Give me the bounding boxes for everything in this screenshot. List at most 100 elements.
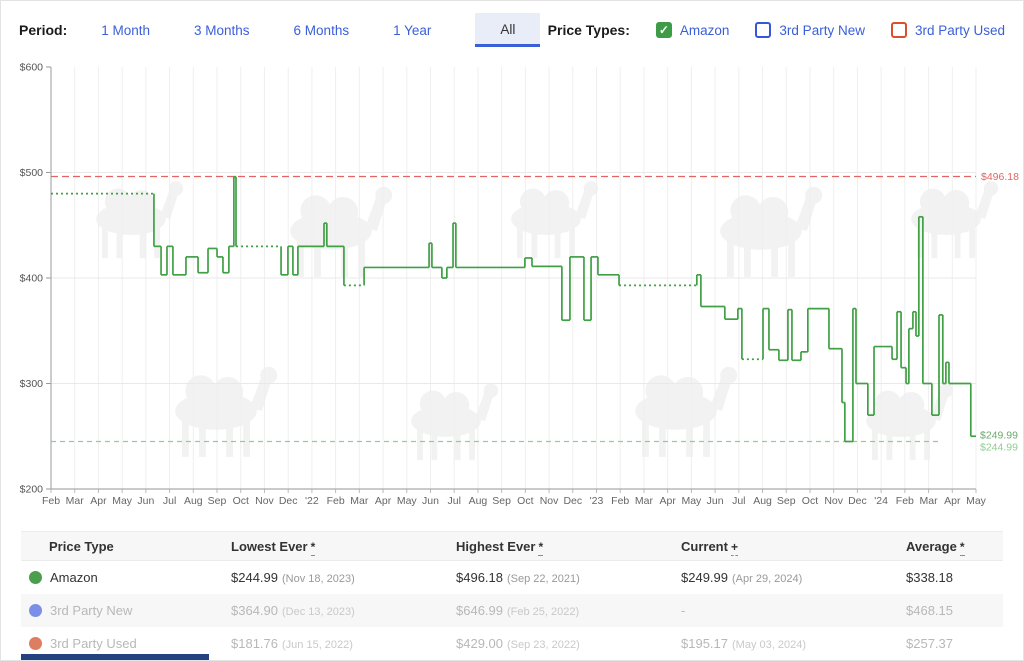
table-row-3rd-party-used: 3rd Party Used $181.76 (Jun 15, 2022) $42… bbox=[21, 627, 1003, 660]
svg-text:$500: $500 bbox=[20, 167, 44, 179]
svg-text:Sep: Sep bbox=[777, 495, 796, 507]
third-party-used-checkbox-icon[interactable] bbox=[890, 22, 907, 38]
header-average: Average * bbox=[906, 538, 965, 556]
svg-text:$600: $600 bbox=[20, 62, 44, 74]
row-label-amazon: Amazon bbox=[50, 570, 98, 585]
highest-note-marker: * bbox=[538, 539, 544, 556]
amazon-lowest-price: $244.99 bbox=[231, 570, 278, 585]
svg-text:Apr: Apr bbox=[90, 495, 107, 507]
table-row-3rd-party-new: 3rd Party New $364.90 (Dec 13, 2023) $646… bbox=[21, 594, 1003, 627]
header-highest-ever: Highest Ever * bbox=[456, 538, 544, 556]
svg-text:Oct: Oct bbox=[517, 495, 533, 507]
lowest-note-marker: * bbox=[310, 539, 316, 556]
price-summary-table: Price Type Lowest Ever * Highest Ever * Cu… bbox=[21, 531, 1003, 660]
period-1-year[interactable]: 1 Year bbox=[393, 22, 432, 38]
price-types-label: Price Types: bbox=[547, 22, 630, 38]
svg-text:Jun: Jun bbox=[707, 495, 724, 507]
bottom-partial-bar bbox=[21, 654, 209, 660]
svg-text:Mar: Mar bbox=[635, 495, 654, 507]
chart-canvas[interactable]: Feb Mar Apr May Jun Jul Aug Sep Oct Nov Dec '22 Feb M… bbox=[1, 59, 1024, 519]
svg-text:May: May bbox=[112, 495, 133, 507]
svg-text:Dec: Dec bbox=[848, 495, 867, 507]
svg-text:Nov: Nov bbox=[255, 495, 274, 507]
header-lowest-ever: Lowest Ever * bbox=[231, 538, 316, 556]
price-type-3rd-party-used[interactable]: 3rd Party Used bbox=[890, 22, 1005, 38]
period-3-months[interactable]: 3 Months bbox=[194, 22, 250, 38]
row-label-3rd-party-used: 3rd Party Used bbox=[50, 636, 137, 651]
svg-text:$200: $200 bbox=[20, 484, 44, 496]
svg-text:Jul: Jul bbox=[163, 495, 176, 507]
svg-text:Apr: Apr bbox=[944, 495, 961, 507]
svg-text:Mar: Mar bbox=[920, 495, 939, 507]
svg-text:Oct: Oct bbox=[802, 495, 818, 507]
third-party-used-checkbox-label: 3rd Party Used bbox=[914, 22, 1005, 38]
new-average-price: $468.15 bbox=[906, 603, 953, 618]
toolbar: Period: 1 Month 3 Months 6 Months 1 Year… bbox=[1, 1, 1023, 59]
svg-text:'24: '24 bbox=[874, 495, 888, 507]
svg-text:May: May bbox=[966, 495, 987, 507]
svg-text:Apr: Apr bbox=[375, 495, 392, 507]
svg-text:Feb: Feb bbox=[896, 495, 914, 507]
svg-text:Sep: Sep bbox=[492, 495, 511, 507]
svg-text:$244.99: $244.99 bbox=[980, 442, 1018, 454]
svg-text:Aug: Aug bbox=[184, 495, 203, 507]
svg-text:Feb: Feb bbox=[327, 495, 345, 507]
third-party-new-series-dot-icon bbox=[29, 604, 42, 617]
amazon-highest-price: $496.18 bbox=[456, 570, 503, 585]
period-1-month[interactable]: 1 Month bbox=[101, 22, 151, 38]
new-highest-price: $646.99 bbox=[456, 603, 503, 618]
svg-text:$300: $300 bbox=[20, 378, 44, 390]
svg-text:$249.99: $249.99 bbox=[980, 429, 1018, 441]
svg-text:$400: $400 bbox=[20, 273, 44, 285]
svg-text:Jul: Jul bbox=[732, 495, 745, 507]
svg-text:Jun: Jun bbox=[422, 495, 439, 507]
svg-text:May: May bbox=[397, 495, 418, 507]
svg-text:Dec: Dec bbox=[279, 495, 298, 507]
svg-text:Apr: Apr bbox=[659, 495, 676, 507]
svg-text:Feb: Feb bbox=[42, 495, 60, 507]
amazon-series-dot-icon bbox=[29, 571, 42, 584]
svg-text:Oct: Oct bbox=[233, 495, 249, 507]
third-party-new-checkbox-icon[interactable] bbox=[755, 22, 772, 38]
amazon-average-price: $338.18 bbox=[906, 570, 953, 585]
svg-text:$496.18: $496.18 bbox=[981, 171, 1019, 183]
current-note-marker: + bbox=[730, 539, 738, 556]
svg-text:Aug: Aug bbox=[469, 495, 488, 507]
table-row-amazon: Amazon $244.99 (Nov 18, 2023) $496.18 (Sep… bbox=[21, 561, 1003, 594]
used-lowest-price: $181.76 bbox=[231, 636, 278, 651]
svg-text:Jun: Jun bbox=[137, 495, 154, 507]
new-current-price: - bbox=[681, 603, 686, 618]
table-header-row: Price Type Lowest Ever * Highest Ever * Cu… bbox=[21, 531, 1003, 561]
price-types-group: Price Types: Amazon 3rd Party New 3rd Pa… bbox=[548, 22, 1005, 38]
svg-text:Jul: Jul bbox=[447, 495, 460, 507]
svg-text:Nov: Nov bbox=[824, 495, 843, 507]
svg-text:Feb: Feb bbox=[611, 495, 629, 507]
svg-text:Dec: Dec bbox=[563, 495, 582, 507]
amazon-checkbox-icon[interactable] bbox=[655, 22, 672, 38]
svg-text:Mar: Mar bbox=[350, 495, 369, 507]
price-history-chart[interactable]: Feb Mar Apr May Jun Jul Aug Sep Oct Nov Dec '22 Feb M… bbox=[1, 59, 1024, 519]
amazon-checkbox-label: Amazon bbox=[679, 22, 730, 38]
amazon-current-price: $249.99 bbox=[681, 570, 728, 585]
svg-text:Nov: Nov bbox=[540, 495, 559, 507]
used-average-price: $257.37 bbox=[906, 636, 953, 651]
period-all-selected[interactable]: All bbox=[475, 13, 541, 47]
row-label-3rd-party-new: 3rd Party New bbox=[50, 603, 133, 618]
svg-text:'23: '23 bbox=[590, 495, 604, 507]
average-note-marker: * bbox=[959, 539, 965, 556]
period-6-months[interactable]: 6 Months bbox=[293, 22, 350, 38]
svg-text:Sep: Sep bbox=[208, 495, 227, 507]
period-label: Period: bbox=[19, 22, 68, 38]
used-current-price: $195.17 bbox=[681, 636, 728, 651]
svg-text:Aug: Aug bbox=[753, 495, 772, 507]
third-party-new-checkbox-label: 3rd Party New bbox=[779, 22, 865, 38]
svg-text:Mar: Mar bbox=[66, 495, 85, 507]
svg-text:'22: '22 bbox=[305, 495, 319, 507]
price-type-amazon[interactable]: Amazon bbox=[655, 22, 730, 38]
new-lowest-price: $364.90 bbox=[231, 603, 278, 618]
price-type-3rd-party-new[interactable]: 3rd Party New bbox=[755, 22, 865, 38]
third-party-used-series-dot-icon bbox=[29, 637, 42, 650]
header-price-type: Price Type bbox=[49, 538, 114, 554]
used-highest-price: $429.00 bbox=[456, 636, 503, 651]
